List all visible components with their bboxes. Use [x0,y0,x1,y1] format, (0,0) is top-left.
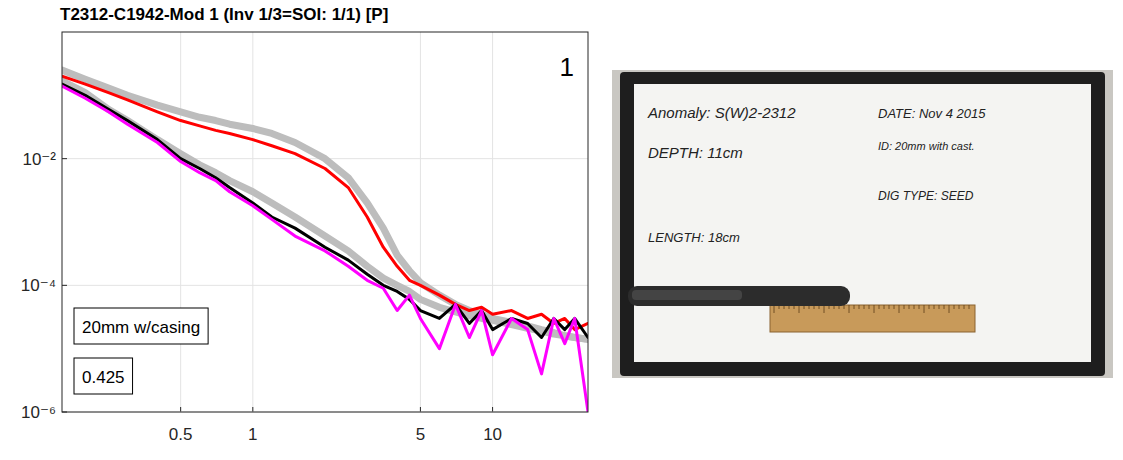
y-grid-line [62,285,588,286]
ruler-tick [949,305,950,313]
ruler-tick [929,305,930,309]
x-grid-line [420,32,421,412]
ruler-tick [919,305,920,309]
ruler-tick [889,305,890,309]
ruler-tick [969,305,970,309]
ruler-tick [904,305,905,309]
ruler-tick [869,305,870,309]
y-tick [62,158,67,159]
photo-text: DATE: Nov 4 2015 [878,106,986,121]
series-line [62,76,588,329]
ruler [770,305,975,332]
ruler-tick [859,305,860,309]
ruler-tick [944,305,945,309]
ruler-tick [914,305,915,309]
series-group [62,70,588,412]
plot-area [62,32,588,412]
x-tick-label: 10 [483,425,502,444]
photo-text: Anomaly: S(W)2-2312 [647,104,796,121]
plot-frame [62,32,588,412]
ruler-tick [964,305,965,309]
chart-title: T2312-C1942-Mod 1 (Inv 1/3=SOI: 1/1) [P] [60,5,388,24]
series-line [62,84,588,337]
ruler-tick [874,305,875,313]
photo-ground [612,70,1113,378]
x-tick [180,407,181,412]
object-crust [632,290,742,300]
x-tick [492,407,493,412]
x-grid-line [180,32,181,412]
board [634,84,1091,362]
x-tick [252,407,253,412]
annotation-box [74,308,208,344]
ruler-tick [939,305,940,309]
y-tick-label: 10⁻⁴ [21,276,56,295]
series-line [62,86,588,412]
ruler-tick [959,305,960,309]
annotation: 0.425 [82,368,125,387]
y-tick-label: 10⁻⁶ [21,403,56,422]
ruler-tick [774,305,775,313]
x-tick-label: 5 [416,425,425,444]
ruler-tick [854,305,855,309]
ruler-tick [899,305,900,313]
ruler-tick [879,305,880,309]
x-grid-line [252,32,253,412]
annotation-box [74,358,133,394]
ruler-tick [849,305,850,313]
ruler-tick [799,305,800,313]
ruler-tick [924,305,925,313]
object [628,286,850,306]
series-line [62,81,588,340]
photo-text: ID: 20mm with cast. [878,140,975,152]
x-tick-label: 0.5 [169,425,193,444]
ruler-tick [884,305,885,309]
y-tick-label: 10⁻² [22,150,56,169]
series-line [62,70,588,339]
ruler-tick [934,305,935,309]
ruler-tick [954,305,955,309]
photo-text: DIG TYPE: SEED [878,189,974,203]
y-tick [62,285,67,286]
ruler-tick [824,305,825,313]
ruler-tick [864,305,865,309]
ruler-tick [909,305,910,309]
x-tick-label: 1 [248,425,257,444]
panel-label: 1 [560,52,574,82]
x-tick [420,407,421,412]
photo-text: LENGTH: 18cm [648,230,740,245]
photo-text: DEPTH: 11cm [648,144,743,161]
canvas: T2312-C1942-Mod 1 (Inv 1/3=SOI: 1/1) [P]… [0,0,1123,460]
photo: Anomaly: S(W)2-2312 DATE: Nov 4 2015 DEPTH… [612,70,1113,378]
ruler-tick [894,305,895,309]
annotation: 20mm w/casing [82,318,200,337]
board-frame [620,72,1105,376]
